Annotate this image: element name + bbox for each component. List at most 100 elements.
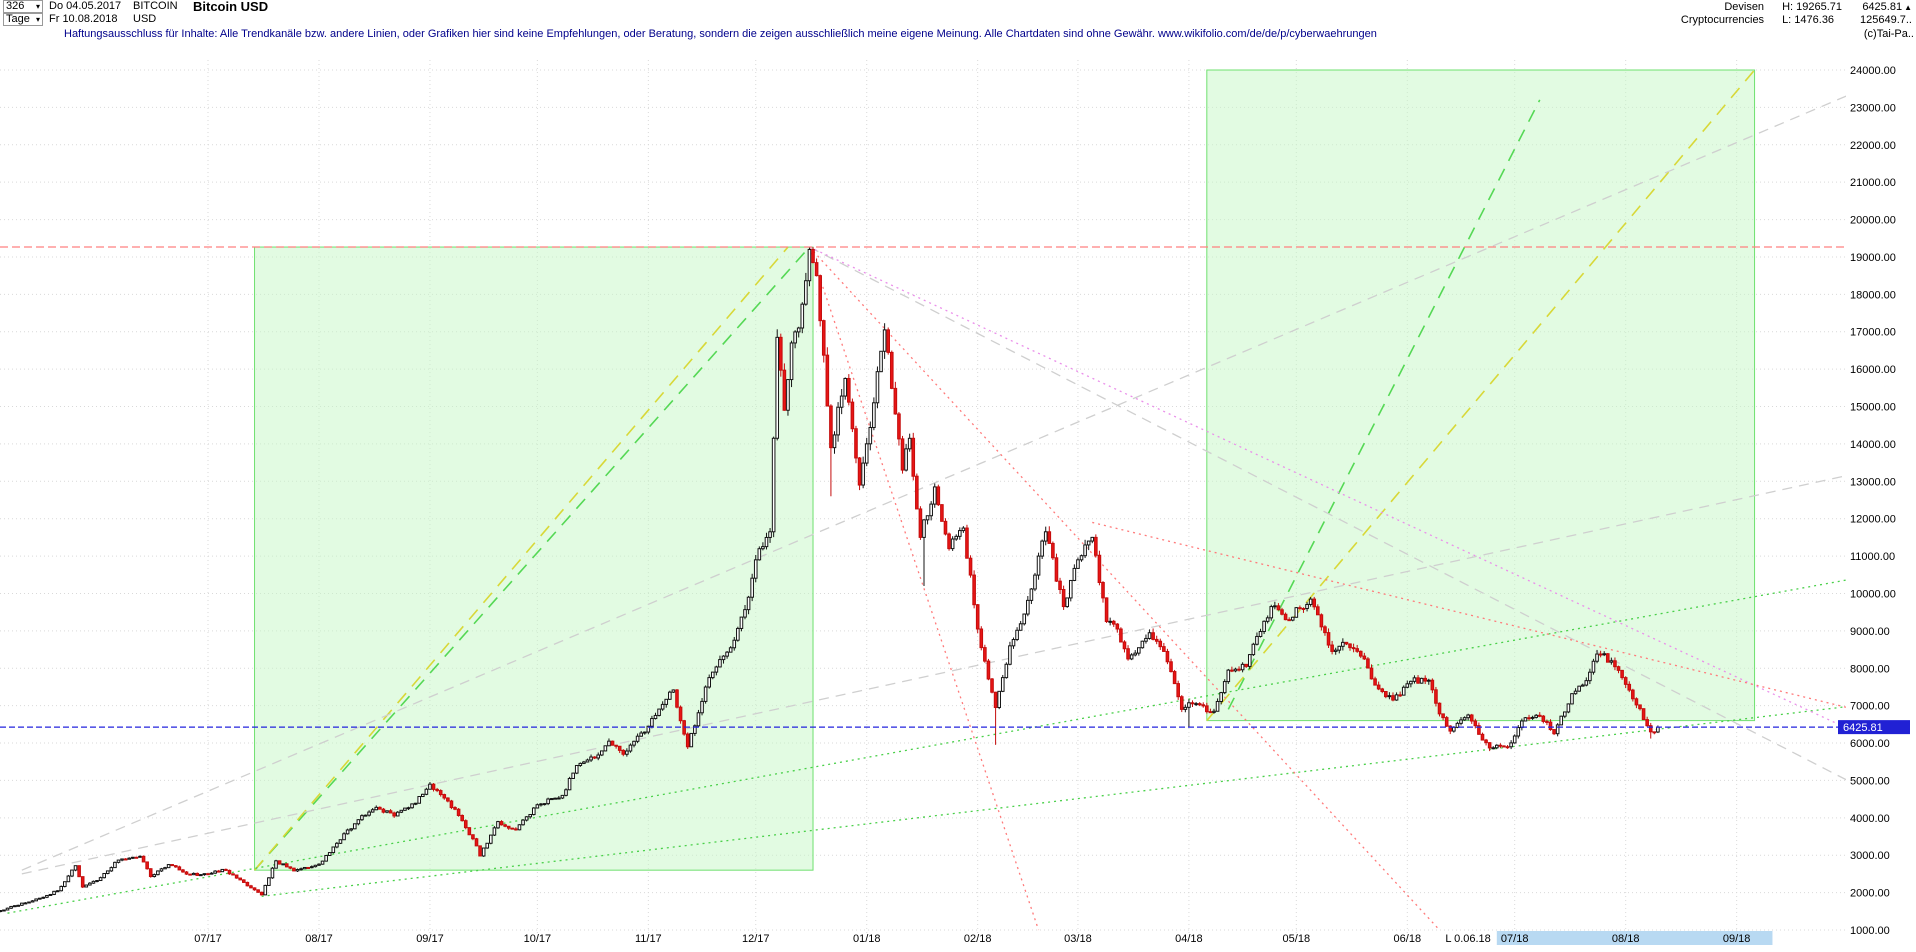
candle-body (1509, 742, 1513, 748)
candle-body (1631, 689, 1635, 700)
candle-body (997, 690, 1001, 709)
candle-body (1280, 609, 1284, 615)
candle-body (1512, 735, 1517, 744)
candle-body (70, 869, 74, 877)
candle-body (1147, 632, 1152, 639)
candle-body (170, 864, 174, 867)
candle-body (979, 628, 984, 649)
candle-body (610, 740, 615, 746)
candle-body (199, 874, 203, 877)
candle-body (310, 866, 314, 869)
candle-body (1011, 639, 1016, 647)
candle-body (592, 756, 597, 759)
candle-body (958, 530, 962, 537)
candle-body (943, 520, 948, 535)
bars-count-dropdown[interactable]: 326 ▾ (3, 0, 43, 13)
candle-body (567, 777, 572, 791)
candle-body (1559, 715, 1564, 726)
candle-body (660, 703, 665, 710)
period-dropdown[interactable]: Tage ▾ (3, 13, 43, 26)
candle-body (1169, 661, 1173, 673)
last-price-badge: 6425.81 (1838, 720, 1910, 735)
candle-body (1151, 632, 1155, 640)
candle-body (1287, 619, 1291, 622)
candle-body (1656, 726, 1660, 733)
candle-body (571, 772, 575, 779)
candle-body (607, 740, 611, 747)
candle-body (1523, 717, 1528, 722)
candle-body (596, 754, 601, 759)
candle-body (1344, 641, 1349, 645)
candle-body (259, 891, 264, 896)
candle-body (1176, 683, 1180, 698)
visible-range-scrollbar[interactable] (1496, 931, 1773, 945)
candle-body (1065, 597, 1070, 608)
candle-body (904, 448, 908, 471)
candle-body (1580, 684, 1585, 687)
candle-body (1502, 745, 1506, 748)
x-axis-tick-label: 08/17 (305, 933, 333, 945)
trendline (253, 246, 811, 871)
candle-body (804, 280, 808, 305)
candle-body (703, 686, 708, 702)
candle-body (807, 248, 812, 282)
trendline (253, 246, 789, 871)
chevron-down-icon: ▾ (35, 14, 40, 24)
candle-body (1190, 702, 1195, 705)
y-axis-tick-label: 6000.00 (1850, 738, 1890, 750)
candle-body (88, 882, 92, 886)
trendline (808, 246, 1440, 931)
candle-body (872, 402, 876, 429)
candle-body (156, 870, 160, 876)
candle-body (732, 639, 737, 649)
candle-body (202, 873, 207, 876)
candle-body (1187, 702, 1191, 708)
candle-body (600, 750, 604, 756)
high-label: H: 19265.71 (1782, 1, 1842, 13)
trendline (7, 579, 1846, 914)
candle-body (1276, 605, 1281, 611)
candle-body (1358, 650, 1363, 657)
candle-body (1054, 557, 1059, 582)
candle-body (438, 790, 443, 796)
chart-canvas[interactable]: 1000.00 2000.00 3000.00 4000.00 5000.00 6000.… (0, 45, 1916, 952)
candle-body (138, 855, 142, 858)
candle-body (131, 856, 135, 859)
candle-body (1122, 641, 1127, 650)
x-axis-tick-label: 09/18 (1723, 933, 1751, 945)
y-axis-tick-label: 1000.00 (1850, 925, 1890, 937)
candle-body (503, 824, 507, 827)
candle-body (281, 863, 285, 866)
candle-body (456, 808, 461, 816)
candle-body (1273, 605, 1277, 608)
candle-body (374, 806, 379, 811)
candle-body (463, 820, 468, 829)
candle-body (471, 834, 475, 840)
symbol-label: BITCOIN (133, 0, 178, 12)
candle-body (986, 660, 991, 680)
candle-body (410, 803, 414, 809)
y-axis-tick-label: 18000.00 (1850, 289, 1896, 301)
y-axis-tick-label: 3000.00 (1850, 850, 1890, 862)
candle-body (642, 731, 647, 734)
candle-body (378, 806, 382, 810)
candle-body (1230, 669, 1234, 672)
y-axis-tick-label: 5000.00 (1850, 775, 1890, 787)
candle-body (356, 819, 361, 825)
candle-body (1004, 663, 1009, 679)
candle-body (1022, 613, 1027, 625)
candle-body (818, 275, 822, 322)
candle-body (1480, 733, 1485, 741)
candle-body (864, 443, 869, 464)
group-label: Devisen (1724, 1, 1765, 13)
candle-body (1079, 555, 1084, 561)
candle-body (524, 816, 529, 821)
candle-body (1609, 660, 1614, 663)
candle-body (850, 401, 855, 430)
candle-body (496, 821, 500, 829)
candle-body (1398, 694, 1402, 697)
candle-body (0, 910, 3, 913)
candle-body (635, 735, 640, 742)
candle-body (48, 893, 53, 896)
chevron-down-icon: ▾ (35, 1, 40, 11)
